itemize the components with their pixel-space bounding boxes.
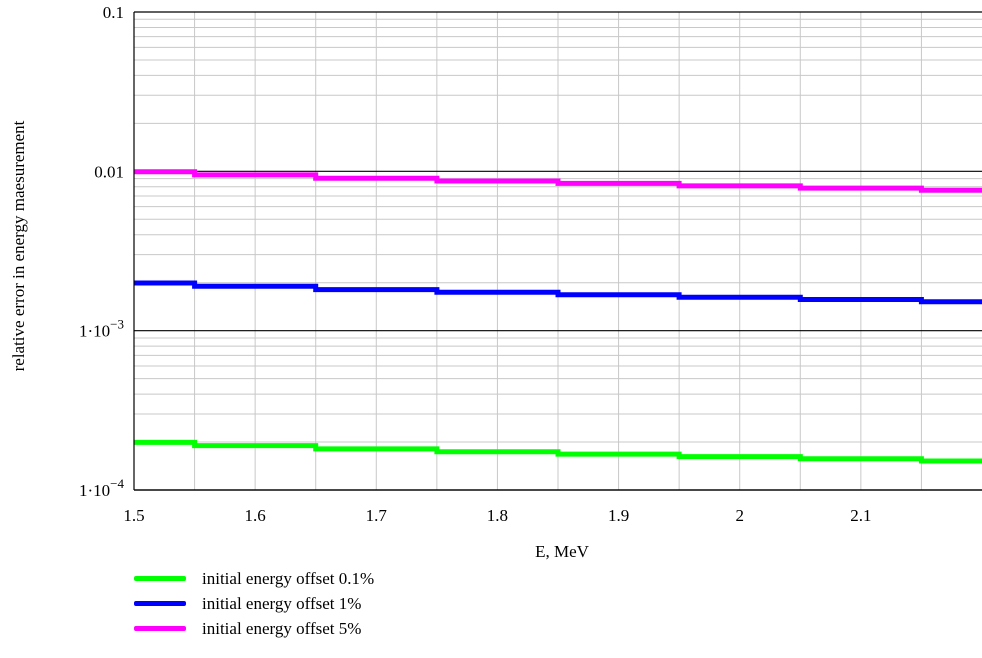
legend-item: initial energy offset 0.1% <box>134 566 374 591</box>
legend-swatch <box>134 576 186 581</box>
x-axis-title: E, MeV <box>535 542 590 560</box>
grid <box>134 11 982 491</box>
y-tick-label: 0.1 <box>103 3 124 22</box>
legend-item: initial energy offset 1% <box>134 591 374 616</box>
series-lines <box>134 169 982 464</box>
x-tick-label: 2 <box>735 506 744 525</box>
x-tick-label: 2.1 <box>850 506 871 525</box>
x-tick-label: 1.7 <box>366 506 388 525</box>
series-line-2 <box>134 280 982 305</box>
plot-frame <box>133 12 982 491</box>
x-tick-label: 1.9 <box>608 506 629 525</box>
y-tick-label: 1·10−3 <box>79 317 124 341</box>
legend-label: initial energy offset 1% <box>202 593 362 613</box>
series-line-1 <box>134 439 982 464</box>
tick-labels: 1.5 1.6 1.7 1.8 1.9 2 2.1 0.1 0.01 1·10−3 1·10−4 <box>79 3 871 525</box>
series-line-3 <box>134 169 982 193</box>
legend-swatch <box>134 601 186 606</box>
x-tick-label: 1.8 <box>487 506 508 525</box>
y-tick-label: 1·10−4 <box>79 476 125 500</box>
legend-label: initial energy offset 0.1% <box>202 568 375 588</box>
legend: initial energy offset 0.1% initial energy… <box>134 566 374 641</box>
chart: 1.5 1.6 1.7 1.8 1.9 2 2.1 0.1 0.01 1·10−3 1·10−4 E… <box>9 3 982 560</box>
x-tick-label: 1.6 <box>245 506 266 525</box>
legend-item: initial energy offset 5% <box>134 616 374 641</box>
legend-label: initial energy offset 5% <box>202 618 362 638</box>
legend-swatch <box>134 626 186 631</box>
y-tick-label: 0.01 <box>94 162 124 181</box>
y-axis-title: relative error in energy maesurement <box>9 120 28 371</box>
x-tick-label: 1.5 <box>123 506 144 525</box>
